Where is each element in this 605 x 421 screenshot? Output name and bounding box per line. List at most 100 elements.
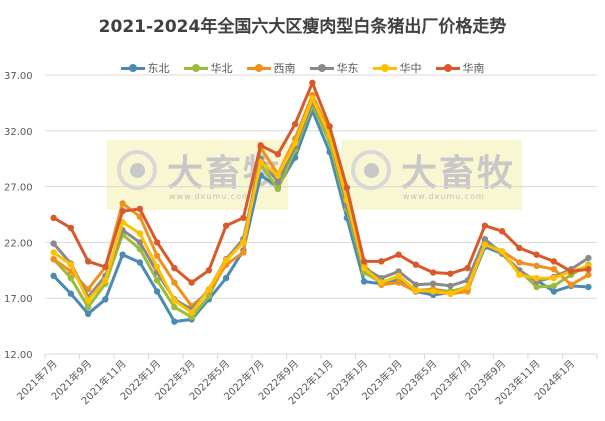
data-point — [309, 95, 316, 102]
data-point — [136, 259, 144, 266]
data-point — [188, 313, 195, 321]
data-point — [585, 271, 592, 278]
data-point — [274, 178, 282, 186]
data-point — [412, 281, 420, 289]
data-point — [119, 251, 126, 258]
legend-marker-icon — [435, 64, 460, 72]
legend-label: 华中 — [399, 62, 422, 75]
data-point — [378, 279, 385, 286]
data-point — [153, 277, 161, 284]
data-point — [67, 290, 75, 297]
data-point — [412, 261, 420, 268]
legend-marker-icon — [246, 64, 271, 72]
data-point — [240, 214, 247, 222]
data-point — [67, 261, 75, 268]
watermark-logo-icon — [117, 150, 157, 190]
legend-item: 西南 — [246, 60, 296, 76]
data-point — [447, 290, 454, 297]
legend-label: 华南 — [462, 62, 485, 75]
data-point — [429, 280, 437, 287]
data-point — [481, 235, 489, 243]
data-point — [516, 259, 523, 266]
data-point — [222, 257, 230, 264]
data-point — [171, 303, 178, 311]
y-tick-label: 32.00 — [4, 127, 33, 138]
data-point — [136, 239, 144, 246]
data-point — [274, 172, 282, 179]
y-tick-label: 27.00 — [4, 183, 33, 194]
legend-label: 东北 — [147, 62, 170, 75]
data-point — [50, 272, 57, 280]
data-point — [516, 244, 523, 252]
data-point — [84, 297, 92, 304]
data-point — [447, 282, 454, 290]
data-point — [50, 255, 57, 263]
watermark-url: www.dxumu.com — [169, 192, 251, 201]
data-point — [360, 278, 368, 285]
data-point — [153, 252, 161, 259]
data-point — [533, 274, 540, 282]
watermark-logo-icon — [351, 150, 391, 190]
data-point — [50, 240, 57, 247]
data-point — [464, 264, 471, 272]
legend-label: 西南 — [273, 62, 296, 75]
data-point — [171, 264, 178, 272]
data-point — [326, 123, 333, 130]
data-point — [50, 249, 57, 256]
data-point — [533, 283, 540, 291]
data-point — [188, 309, 195, 316]
data-point — [222, 222, 230, 229]
data-point — [102, 263, 109, 271]
data-point — [205, 286, 213, 293]
legend-label: 华东 — [336, 62, 359, 75]
data-point — [84, 303, 92, 311]
data-point — [550, 288, 558, 295]
data-point — [291, 120, 299, 128]
data-point — [395, 279, 402, 286]
data-point — [343, 184, 351, 191]
legend-marker-icon — [120, 64, 145, 72]
data-point — [153, 239, 161, 246]
legend-marker-icon — [309, 64, 334, 72]
legend-item: 华东 — [309, 60, 359, 76]
data-point — [119, 200, 126, 207]
y-tick-label: 37.00 — [4, 71, 33, 82]
data-point — [309, 79, 316, 87]
data-point — [171, 279, 178, 286]
watermark-text: 大畜牧 — [401, 153, 516, 194]
data-point — [585, 254, 592, 262]
data-point — [567, 268, 575, 275]
watermark-url: www.dxumu.com — [403, 192, 485, 201]
legend-marker-icon — [372, 64, 397, 72]
data-point — [585, 283, 592, 291]
data-point — [464, 283, 471, 291]
data-point — [550, 258, 558, 265]
data-point — [274, 185, 282, 193]
legend-item: 华中 — [372, 60, 422, 76]
data-point — [240, 249, 247, 256]
data-point — [567, 281, 575, 289]
data-point — [136, 205, 144, 213]
data-point — [291, 139, 299, 147]
y-tick-label: 12.00 — [4, 350, 33, 361]
series-line-东北 — [52, 109, 589, 324]
data-point — [395, 272, 402, 280]
data-point — [464, 288, 471, 295]
data-point — [481, 241, 489, 248]
data-point — [550, 274, 558, 282]
data-point — [360, 258, 368, 265]
data-point — [395, 251, 402, 258]
data-point — [429, 288, 437, 295]
legend-label: 华北 — [210, 62, 233, 75]
data-point — [84, 310, 92, 318]
data-point — [240, 239, 247, 246]
legend-item: 华北 — [183, 60, 233, 76]
data-point — [222, 274, 230, 282]
data-point — [171, 318, 178, 325]
data-point — [67, 274, 75, 282]
data-point — [84, 258, 92, 265]
data-point — [481, 222, 489, 229]
y-tick-label: 22.00 — [4, 238, 33, 249]
data-point — [395, 268, 402, 275]
data-point — [533, 251, 540, 258]
